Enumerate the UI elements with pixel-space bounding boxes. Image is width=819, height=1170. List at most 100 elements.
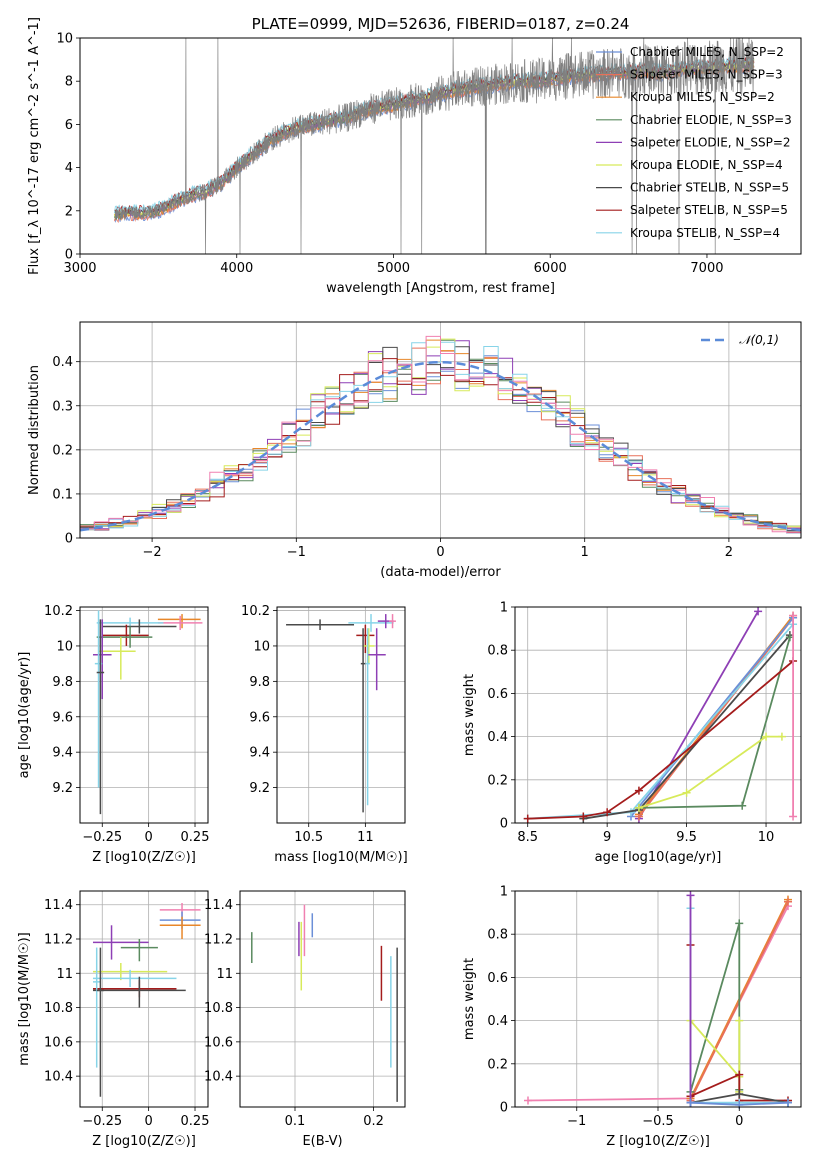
x-tick-label: 0.25 [181, 1114, 210, 1129]
y-tick-label: 9.4 [249, 746, 270, 761]
legend-label: Kroupa STELIB, N_SSP=4 [630, 226, 780, 240]
y-tick-label: 10.6 [44, 1035, 73, 1050]
x-tick-label: 4000 [220, 261, 253, 276]
mass-weight-line [638, 610, 759, 820]
plus-marker [686, 1098, 695, 1107]
y-tick-label: 9.4 [52, 746, 73, 761]
x-axis-label: age [log10(age/yr)] [595, 850, 722, 865]
y-tick-label: 11 [216, 967, 233, 982]
x-axis-label: wavelength [Angstrom, rest frame] [326, 281, 555, 296]
y-tick-label: 0.3 [52, 399, 73, 414]
y-tick-label: 0.1 [52, 487, 73, 502]
x-tick-label: 6000 [534, 261, 567, 276]
y-axis-label: Normed distribution [27, 365, 42, 495]
x-tick-label: 5000 [377, 261, 410, 276]
plot-frame [79, 890, 209, 1108]
y-tick-label: 0.4 [52, 355, 73, 370]
plot-frame [276, 606, 406, 824]
x-tick-label: 9.5 [676, 830, 697, 845]
y-tick-label: 9.2 [249, 781, 270, 796]
y-tick-label: 4 [65, 161, 73, 176]
plot-frame [514, 606, 802, 824]
y-tick-label: 0.6 [487, 687, 508, 702]
y-tick-label: 0.8 [487, 928, 508, 943]
legend-label: Kroupa MILES, N_SSP=2 [630, 90, 775, 104]
x-tick-label: 0.2 [363, 1114, 384, 1129]
y-tick-label: 2 [65, 204, 73, 219]
x-tick-label: 1 [581, 545, 589, 560]
legend-label: Salpeter STELIB, N_SSP=5 [630, 203, 788, 217]
y-tick-label: 9.8 [249, 675, 270, 690]
y-tick-label: 10 [253, 639, 270, 654]
y-tick-label: 0.4 [487, 730, 508, 745]
x-tick-label: −1 [567, 1114, 586, 1129]
y-tick-label: 0.4 [487, 1014, 508, 1029]
x-tick-label: 8.5 [517, 830, 538, 845]
x-tick-label: 0.1 [285, 1114, 306, 1129]
y-tick-label: 0.8 [487, 644, 508, 659]
y-axis-label: mass weight [462, 958, 477, 1040]
legend-label: Salpeter MILES, N_SSP=3 [630, 68, 783, 82]
x-tick-label: 0 [144, 830, 152, 845]
y-tick-label: 10 [56, 32, 73, 47]
y-tick-label: 9.8 [52, 675, 73, 690]
y-tick-label: 6 [65, 118, 73, 133]
y-tick-label: 0.2 [52, 443, 73, 458]
plus-marker [682, 788, 691, 797]
x-tick-label: 10.5 [294, 830, 323, 845]
y-tick-label: 0 [65, 532, 73, 547]
y-tick-label: 10.2 [241, 604, 270, 619]
x-tick-label: 3000 [63, 261, 96, 276]
x-axis-label: Z [log10(Z/Z☉)] [92, 1134, 196, 1149]
legend-label: Chabrier STELIB, N_SSP=5 [630, 181, 789, 195]
y-tick-label: 10.8 [44, 1001, 73, 1016]
x-axis-label: E(B-V) [302, 1134, 342, 1149]
y-tick-label: 10 [56, 639, 73, 654]
y-tick-label: 0 [500, 1101, 508, 1116]
y-tick-label: 11.2 [204, 933, 233, 948]
x-tick-label: 7000 [690, 261, 723, 276]
y-tick-label: 0 [500, 817, 508, 832]
y-tick-label: 0 [65, 248, 73, 263]
x-tick-label: −0.25 [82, 830, 122, 845]
y-tick-label: 0.2 [487, 773, 508, 788]
mass-weight-line [638, 617, 794, 818]
plus-marker [634, 803, 643, 812]
y-tick-label: 10.2 [44, 604, 73, 619]
plus-marker [523, 814, 532, 823]
plus-marker [735, 1090, 744, 1099]
plus-marker [735, 1070, 744, 1079]
x-axis-label: Z [log10(Z/Z☉)] [92, 850, 196, 865]
x-axis-label: Z [log10(Z/Z☉)] [606, 1134, 710, 1149]
legend-label: Chabrier MILES, N_SSP=2 [630, 45, 784, 59]
plus-marker [735, 1016, 744, 1025]
x-tick-label: 0.25 [181, 830, 210, 845]
x-tick-label: 2 [725, 545, 733, 560]
y-tick-label: 10.8 [204, 1001, 233, 1016]
plus-marker [603, 808, 612, 817]
histogram-step [79, 335, 802, 538]
x-tick-label: 0 [735, 1114, 743, 1129]
y-axis-label: age [log10(age/yr)] [17, 652, 32, 779]
y-axis-label: mass [log10(M/M☉)] [17, 932, 32, 1065]
mass-weight-line [689, 1020, 741, 1092]
y-tick-label: 1 [500, 885, 508, 900]
plus-marker [784, 897, 792, 906]
plus-marker [789, 812, 798, 821]
y-tick-label: 9.2 [52, 781, 73, 796]
y-tick-label: 10.6 [204, 1035, 233, 1050]
plus-marker [735, 919, 744, 928]
plus-marker [524, 1096, 532, 1105]
plot-frame [79, 37, 802, 255]
mass-weight-line [527, 660, 794, 820]
x-tick-label: 0 [144, 1114, 152, 1129]
x-tick-label: 0 [436, 545, 444, 560]
x-axis-label: mass [log10(M/M☉)] [274, 850, 407, 865]
plus-marker [777, 732, 786, 741]
y-tick-label: 1 [500, 601, 508, 616]
legend-label: 𝒩(0,1) [739, 333, 779, 347]
x-tick-label: 10 [758, 830, 775, 845]
y-tick-label: 11 [56, 967, 73, 982]
x-tick-label: 11 [357, 830, 374, 845]
